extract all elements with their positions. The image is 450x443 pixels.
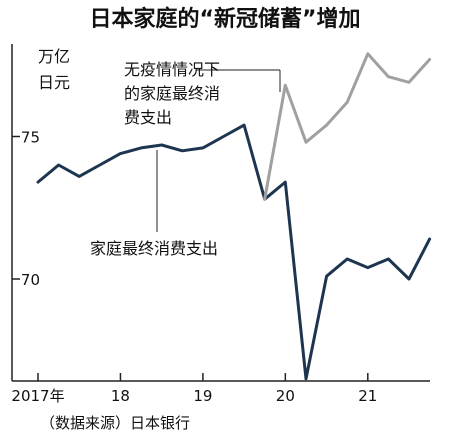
series-lines — [36, 52, 432, 381]
annotation-gray-line-3: 费支出 — [124, 108, 172, 127]
x-tick-label-0: 2017年 — [11, 387, 64, 405]
x-ticks: 2017年 18 19 20 21 — [11, 373, 377, 405]
x-tick-label-3: 20 — [276, 387, 295, 405]
y-ticks: 70 75 — [12, 129, 40, 289]
y-tick-label-75: 75 — [21, 129, 40, 147]
annotation-dark-series: 家庭最终消费支出 — [90, 239, 218, 258]
annotation-gray-series: 无疫情情况下 的家庭最终消 费支出 — [124, 60, 220, 127]
series-line-consumption — [36, 123, 432, 381]
annotation-gray-line-2: 的家庭最终消 — [124, 84, 220, 103]
chart-title: 日本家庭的“新冠储蓄”增加 — [90, 6, 361, 32]
x-tick-label-4: 21 — [358, 387, 377, 405]
source-note: （数据来源）日本银行 — [40, 414, 190, 432]
x-tick-label-2: 19 — [193, 387, 212, 405]
series-line-no-pandemic — [263, 52, 432, 201]
y-unit-line-1: 万亿 — [38, 47, 70, 66]
annotation-leaders — [156, 69, 281, 232]
x-tick-label-1: 18 — [111, 387, 130, 405]
annotation-gray-line-1: 无疫情情况下 — [124, 60, 220, 79]
y-tick-label-70: 70 — [21, 271, 40, 289]
y-unit-line-2: 日元 — [38, 73, 70, 92]
